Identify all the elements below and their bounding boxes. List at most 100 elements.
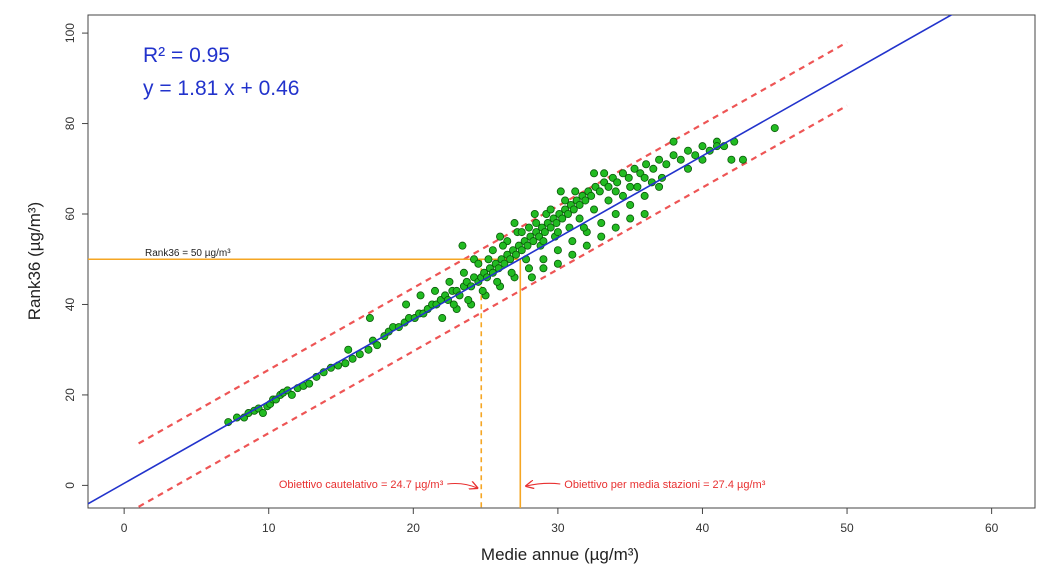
- data-point: [613, 178, 622, 187]
- data-point: [517, 228, 526, 237]
- data-point: [493, 277, 502, 286]
- data-point: [604, 182, 613, 191]
- data-point: [561, 196, 570, 205]
- data-point: [568, 250, 577, 259]
- data-point: [517, 246, 526, 255]
- x-tick-label: 40: [696, 521, 710, 535]
- threshold-label: Rank36 = 50 µg/m³: [145, 248, 231, 259]
- data-point: [459, 268, 468, 277]
- data-point: [626, 214, 635, 223]
- data-point: [691, 151, 700, 160]
- data-point: [579, 223, 588, 232]
- data-point: [626, 200, 635, 209]
- data-point: [575, 214, 584, 223]
- data-point: [575, 200, 584, 209]
- data-point: [590, 205, 599, 214]
- data-point: [640, 210, 649, 219]
- objective-annotations: Obiettivo cautelativo = 24.7 µg/m³ Obiett…: [279, 479, 766, 491]
- data-point: [344, 345, 353, 354]
- data-point: [474, 259, 483, 268]
- data-point: [524, 264, 533, 273]
- y-tick-label: 80: [63, 117, 77, 131]
- arrow-right-icon: [447, 484, 477, 489]
- upper-band-line: [138, 41, 848, 445]
- data-point: [540, 228, 549, 237]
- data-point: [305, 379, 314, 388]
- data-point: [558, 214, 567, 223]
- data-point: [539, 264, 548, 273]
- data-point: [416, 291, 425, 300]
- data-point: [506, 255, 515, 264]
- x-tick-label: 30: [551, 521, 565, 535]
- data-point: [582, 241, 591, 250]
- data-point: [618, 191, 627, 200]
- y-tick-label: 100: [63, 23, 77, 43]
- data-point: [698, 142, 707, 151]
- data-point: [624, 173, 633, 182]
- data-point: [640, 191, 649, 200]
- data-point: [527, 273, 536, 282]
- data-point: [552, 219, 561, 228]
- data-point: [568, 237, 577, 246]
- x-tick-label: 0: [121, 521, 128, 535]
- data-point: [373, 341, 382, 350]
- data-point: [630, 164, 639, 173]
- data-point: [496, 232, 505, 241]
- regression-line: [88, 15, 953, 505]
- data-point: [662, 160, 671, 169]
- data-point: [458, 241, 467, 250]
- data-point: [507, 268, 516, 277]
- x-tick-label: 60: [985, 521, 999, 535]
- data-point: [571, 187, 580, 196]
- y-tick-label: 20: [63, 388, 77, 402]
- data-point: [530, 210, 539, 219]
- data-point: [449, 300, 458, 309]
- data-point: [539, 237, 548, 246]
- data-point: [604, 196, 613, 205]
- data-point: [587, 191, 596, 200]
- data-point: [669, 151, 678, 160]
- y-tick-label: 40: [63, 297, 77, 311]
- data-point: [581, 196, 590, 205]
- x-tick-label: 50: [840, 521, 854, 535]
- data-point: [553, 259, 562, 268]
- data-point: [484, 255, 493, 264]
- data-point: [553, 246, 562, 255]
- y-axis: 0 20 40 60 80 100: [63, 23, 88, 489]
- data-point: [510, 219, 519, 228]
- data-point: [511, 250, 520, 259]
- data-point: [556, 187, 565, 196]
- data-point: [611, 223, 620, 232]
- data-point: [618, 169, 627, 178]
- data-point: [595, 187, 604, 196]
- data-point: [529, 237, 538, 246]
- y-axis-title: Rank36 (µg/m³): [25, 202, 44, 320]
- objective-media-label: Obiettivo per media stazioni = 27.4 µg/m…: [564, 479, 765, 491]
- data-point: [402, 300, 411, 309]
- data-point: [633, 182, 642, 191]
- data-point: [676, 155, 685, 164]
- r-squared-label: R² = 0.95: [143, 44, 230, 67]
- y-tick-label: 60: [63, 207, 77, 221]
- data-point: [438, 314, 447, 323]
- data-point: [590, 169, 599, 178]
- regression-equation: y = 1.81 x + 0.46: [143, 77, 299, 100]
- data-point: [430, 286, 439, 295]
- data-point: [488, 246, 497, 255]
- prediction-band: [138, 41, 848, 508]
- data-point: [478, 286, 487, 295]
- data-point: [524, 223, 533, 232]
- data-point: [669, 137, 678, 146]
- plot-frame: [87, 14, 1036, 509]
- data-point: [546, 205, 555, 214]
- data-point: [546, 223, 555, 232]
- data-point: [684, 164, 693, 173]
- x-tick-label: 20: [407, 521, 421, 535]
- threshold-lines: [88, 258, 522, 508]
- data-point: [532, 219, 541, 228]
- data-point: [597, 232, 606, 241]
- data-point: [770, 124, 779, 133]
- data-point: [727, 155, 736, 164]
- data-point: [600, 169, 609, 178]
